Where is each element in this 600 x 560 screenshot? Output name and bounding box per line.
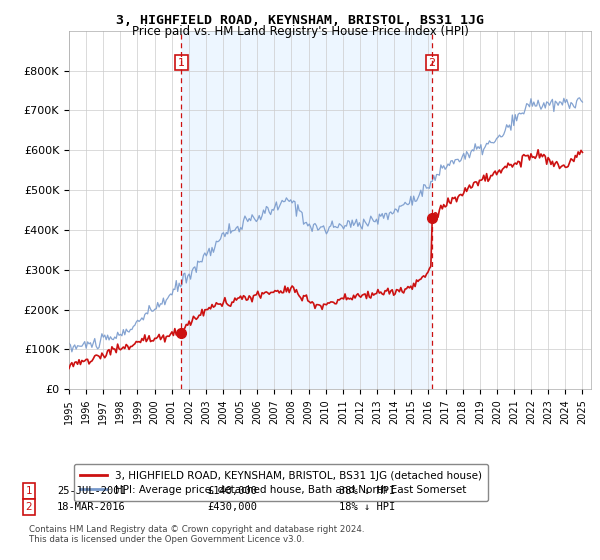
Bar (181, 31, 432, 389)
Text: This data is licensed under the Open Government Licence v3.0.: This data is licensed under the Open Gov… (29, 535, 304, 544)
Text: Price paid vs. HM Land Registry's House Price Index (HPI): Price paid vs. HM Land Registry's House … (131, 25, 469, 38)
Text: 38% ↓ HPI: 38% ↓ HPI (339, 486, 395, 496)
Text: 2: 2 (25, 502, 32, 512)
Text: 3, HIGHFIELD ROAD, KEYNSHAM, BRISTOL, BS31 1JG: 3, HIGHFIELD ROAD, KEYNSHAM, BRISTOL, BS… (116, 14, 484, 27)
Text: 25-JUL-2001: 25-JUL-2001 (57, 486, 126, 496)
Text: 1: 1 (25, 486, 32, 496)
Text: £140,000: £140,000 (207, 486, 257, 496)
Text: £430,000: £430,000 (207, 502, 257, 512)
Text: 2: 2 (428, 58, 436, 68)
Legend: 3, HIGHFIELD ROAD, KEYNSHAM, BRISTOL, BS31 1JG (detached house), HPI: Average pr: 3, HIGHFIELD ROAD, KEYNSHAM, BRISTOL, BS… (74, 464, 488, 501)
Text: 18-MAR-2016: 18-MAR-2016 (57, 502, 126, 512)
Text: Contains HM Land Registry data © Crown copyright and database right 2024.: Contains HM Land Registry data © Crown c… (29, 525, 364, 534)
Text: 18% ↓ HPI: 18% ↓ HPI (339, 502, 395, 512)
Text: 1: 1 (178, 58, 185, 68)
